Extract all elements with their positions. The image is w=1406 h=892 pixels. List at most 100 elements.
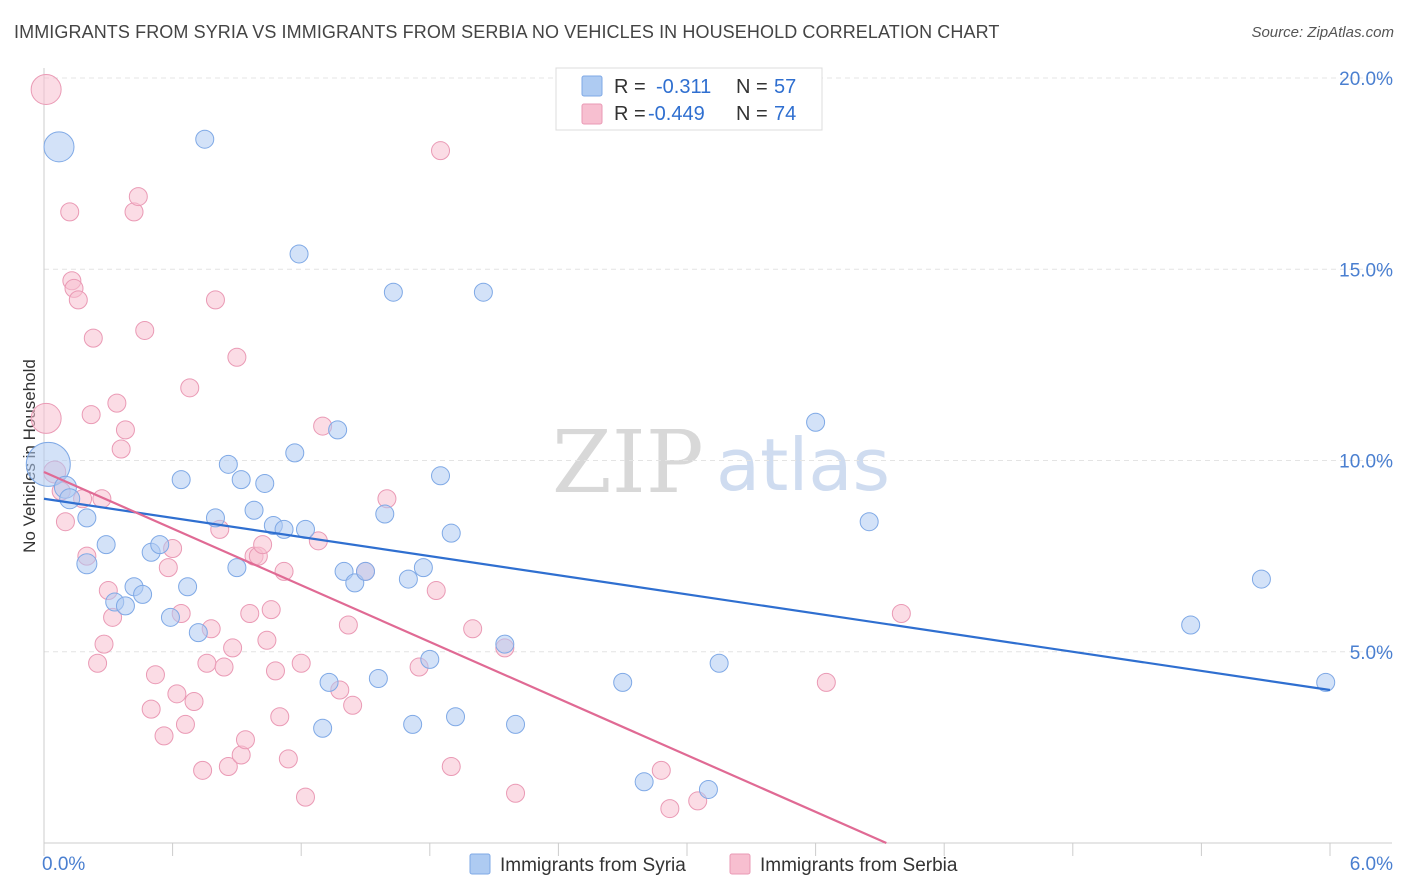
syria-point xyxy=(368,669,388,689)
syria-point xyxy=(25,441,71,487)
syria-point xyxy=(255,473,275,493)
serbia-point xyxy=(431,141,451,161)
serbia-point xyxy=(107,393,127,413)
syria-point xyxy=(698,779,718,799)
serbia-point xyxy=(111,439,131,459)
syria-point xyxy=(59,488,81,510)
serbia-point xyxy=(235,730,255,750)
syria-point xyxy=(96,535,116,555)
serbia-point xyxy=(223,638,243,658)
y-tick-label: 10.0% xyxy=(1339,452,1393,473)
syria-point xyxy=(178,577,198,597)
serbia-point xyxy=(68,290,88,310)
serbia-point xyxy=(158,558,178,578)
serbia-point xyxy=(343,695,363,715)
syria-point xyxy=(441,523,461,543)
serbia-point xyxy=(660,799,680,819)
syria-point xyxy=(231,470,251,490)
serbia-point xyxy=(816,672,836,692)
serbia-point xyxy=(426,581,446,601)
syria-point xyxy=(188,623,208,643)
serbia-point xyxy=(154,726,174,746)
syria-point xyxy=(495,634,515,654)
serbia-point xyxy=(891,604,911,623)
syria-point xyxy=(195,129,215,149)
chart-source: Source: ZipAtlas.com xyxy=(1251,24,1394,41)
syria-point xyxy=(133,584,153,604)
syria-point xyxy=(43,131,75,163)
syria-point xyxy=(77,508,97,528)
serbia-point xyxy=(253,535,273,555)
y-tick-label: 15.0% xyxy=(1339,260,1393,281)
serbia-point xyxy=(257,630,277,650)
legend-series-label-serbia: Immigrants from Serbia xyxy=(760,855,958,876)
serbia-point xyxy=(30,402,62,434)
legend-series: Immigrants from Syria Immigrants from Se… xyxy=(469,853,958,876)
legend-n-value-serbia: 74 xyxy=(774,103,796,125)
serbia-point xyxy=(295,787,315,807)
syria-point xyxy=(319,672,339,692)
legend-stats: R = -0.311 N = 57 R = -0.449 N = 74 xyxy=(555,67,823,131)
syria-point xyxy=(356,561,375,581)
serbia-point xyxy=(81,405,101,425)
legend-n-label-syria: N = xyxy=(736,76,768,98)
serbia-point xyxy=(278,749,298,769)
serbia-point xyxy=(175,714,195,734)
y-tick-label: 20.0% xyxy=(1339,69,1393,90)
serbia-point xyxy=(94,634,114,654)
serbia-point xyxy=(193,760,213,780)
syria-point xyxy=(413,558,433,578)
serbia-point xyxy=(270,707,290,727)
serbia-point xyxy=(180,378,200,398)
serbia-point xyxy=(83,328,103,348)
y-tick-labels: 5.0% 10.0% 15.0% 20.0% xyxy=(1339,69,1393,664)
serbia-point xyxy=(205,290,225,310)
syria-point xyxy=(227,558,247,578)
legend-swatch-syria xyxy=(581,75,603,97)
legend-n-label-serbia: N = xyxy=(736,103,768,125)
x-tick-label: 0.0% xyxy=(42,854,85,875)
serbia-point xyxy=(214,657,234,677)
serbia-point xyxy=(145,665,165,685)
syria-point xyxy=(446,707,466,727)
syria-point xyxy=(289,244,309,264)
syria-point xyxy=(383,282,403,302)
syria-point xyxy=(160,607,180,627)
syria-point xyxy=(76,553,98,575)
syria-point xyxy=(859,512,879,532)
syria-point xyxy=(420,649,440,669)
syria-point xyxy=(313,718,333,738)
serbia-point xyxy=(128,187,148,207)
serbia-point xyxy=(506,783,526,803)
syria-point xyxy=(506,714,526,734)
serbia-point xyxy=(651,760,671,780)
syria-point xyxy=(1251,569,1271,589)
legend-r-value-syria: -0.311 xyxy=(656,76,711,98)
legend-series-swatch-syria xyxy=(469,853,491,875)
legend-r-label-serbia: R = xyxy=(614,103,646,125)
serbia-point xyxy=(167,684,187,704)
series-syria-points xyxy=(25,129,1336,799)
serbia-point xyxy=(463,619,483,639)
syria-point xyxy=(244,500,264,520)
trend-lines xyxy=(43,470,1331,845)
legend-r-label-syria: R = xyxy=(614,76,646,98)
serbia-point xyxy=(261,600,281,620)
serbia-point xyxy=(240,604,260,623)
x-tick-labels: 0.0% 6.0% xyxy=(42,854,1393,875)
syria-point xyxy=(473,282,493,302)
serbia-trend-line xyxy=(43,470,887,845)
syria-point xyxy=(205,508,225,528)
syria-point xyxy=(285,443,305,463)
watermark-atlas: atlas xyxy=(716,423,890,507)
serbia-point xyxy=(30,73,62,105)
chart-title: IMMIGRANTS FROM SYRIA VS IMMIGRANTS FROM… xyxy=(14,22,1000,42)
syria-point xyxy=(375,504,395,524)
syria-point xyxy=(115,596,135,616)
y-tick-label: 5.0% xyxy=(1350,643,1393,664)
serbia-point xyxy=(55,512,75,532)
serbia-point xyxy=(115,420,135,440)
syria-point xyxy=(398,569,418,589)
syria-point xyxy=(806,412,826,432)
